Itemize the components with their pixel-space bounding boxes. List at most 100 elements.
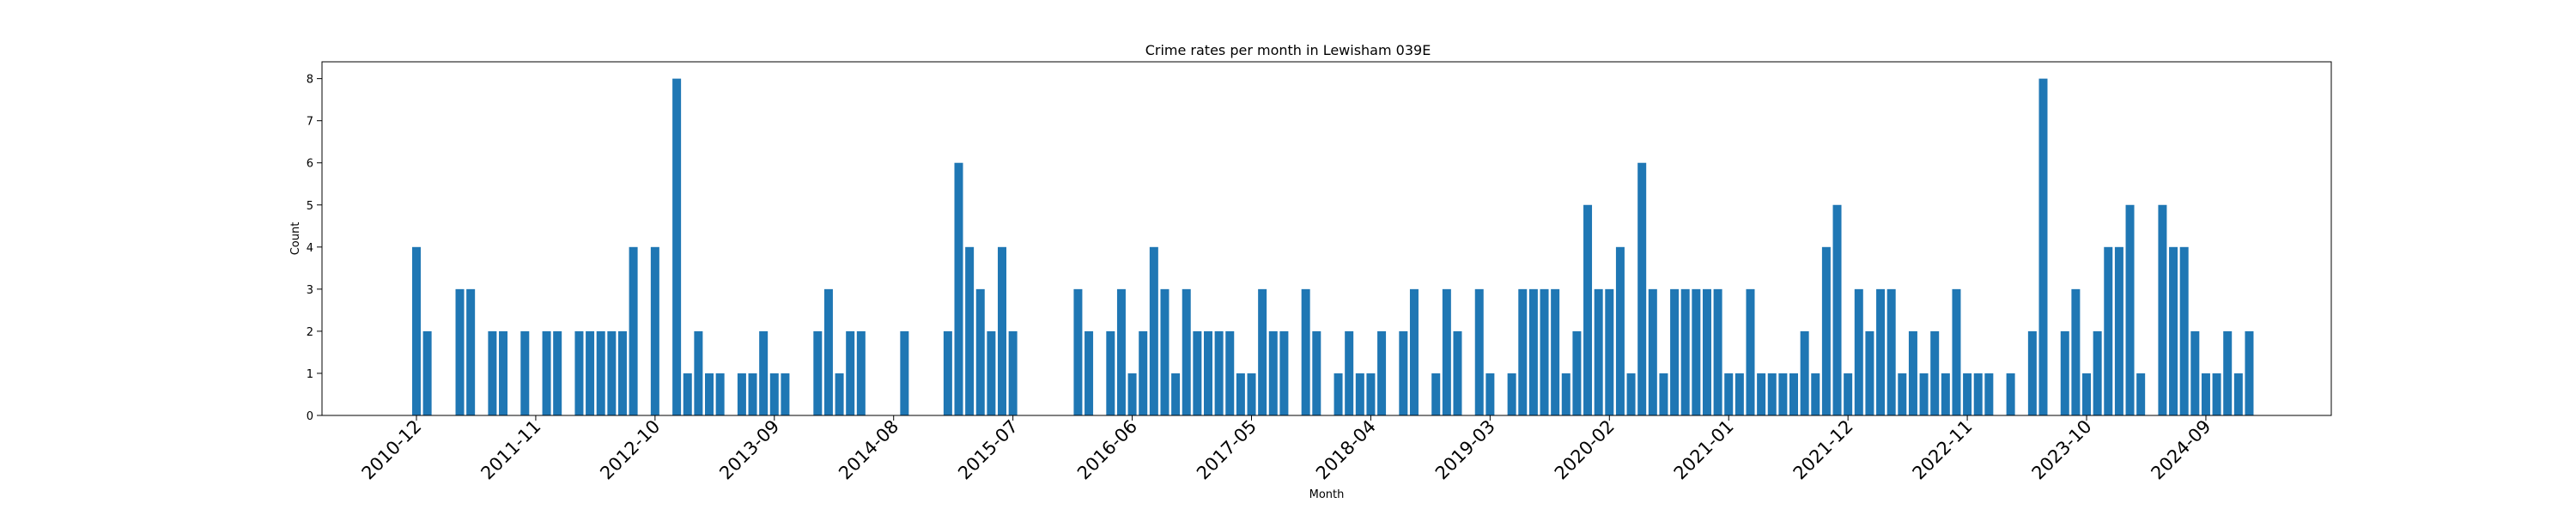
bar-2024-06	[2169, 246, 2178, 415]
bar-2015-04	[975, 288, 985, 415]
bar-2011-04	[455, 288, 465, 415]
bar-2023-06	[2038, 78, 2048, 416]
x-tick-label-2020-02: 2020-02	[1551, 416, 1619, 484]
y-tick-label-4: 4	[307, 242, 313, 255]
bar-2024-07	[2179, 246, 2189, 415]
bar-2014-04	[846, 330, 855, 415]
bar-2019-03	[1485, 373, 1495, 415]
bar-2020-07	[1659, 373, 1668, 415]
y-tick-label-0: 0	[307, 410, 313, 423]
bar-2023-03	[2006, 373, 2015, 415]
bar-2024-08	[2190, 330, 2200, 415]
bar-2014-05	[856, 330, 866, 415]
bar-2017-01	[1203, 330, 1212, 415]
bar-2019-05	[1507, 373, 1516, 415]
bar-2018-03	[1355, 373, 1364, 415]
bar-2018-07	[1399, 330, 1408, 415]
x-tick-label-2014-08: 2014-08	[835, 416, 902, 484]
bar-2019-07	[1528, 288, 1538, 415]
bar-2021-02	[1735, 373, 1744, 415]
bar-2012-03	[574, 330, 584, 415]
bar-2020-03	[1615, 246, 1625, 415]
bar-2021-01	[1724, 373, 1734, 415]
bar-2021-09	[1811, 373, 1820, 415]
bar-2017-10	[1301, 288, 1310, 415]
bar-2017-06	[1258, 288, 1267, 415]
x-tick-label-2013-09: 2013-09	[715, 416, 783, 484]
bar-2013-10	[781, 373, 790, 415]
y-tick-label-7: 7	[307, 116, 313, 129]
bar-2016-12	[1193, 330, 1202, 415]
bar-2019-11	[1572, 330, 1582, 415]
bar-2021-05	[1767, 373, 1777, 415]
x-tick-label-2010-12: 2010-12	[358, 416, 426, 484]
bar-2016-06	[1127, 373, 1137, 415]
bar-2018-12	[1453, 330, 1462, 415]
bar-2014-02	[823, 288, 833, 415]
bar-2019-02	[1474, 288, 1484, 415]
bar-2017-03	[1225, 330, 1235, 415]
bar-2016-05	[1116, 288, 1126, 415]
x-tick-label-2021-01: 2021-01	[1670, 416, 1738, 484]
bar-2023-05	[2027, 330, 2037, 415]
bar-2018-10	[1431, 373, 1441, 415]
bar-2019-12	[1583, 204, 1593, 415]
bar-2012-05	[596, 330, 605, 415]
y-tick-label-8: 8	[307, 74, 313, 87]
x-axis-label: Month	[1309, 488, 1345, 501]
bar-2020-02	[1605, 288, 1614, 415]
bar-2022-01	[1854, 288, 1863, 415]
x-tick-label-2012-10: 2012-10	[596, 416, 664, 484]
bar-2022-08	[1930, 330, 1940, 415]
bar-2019-09	[1551, 288, 1560, 415]
bar-2018-01	[1334, 373, 1343, 415]
bar-2017-07	[1268, 330, 1278, 415]
bar-2020-12	[1713, 288, 1722, 415]
y-tick-label-3: 3	[307, 284, 313, 297]
bar-2021-10	[1821, 246, 1831, 415]
bar-2024-01	[2114, 246, 2123, 415]
bar-2015-01	[943, 330, 952, 415]
bar-2022-03	[1876, 288, 1886, 415]
bar-2012-07	[617, 330, 627, 415]
bar-2022-10	[1952, 288, 1961, 415]
bar-2020-04	[1626, 373, 1636, 415]
y-tick-label-1: 1	[307, 368, 313, 381]
bar-2021-04	[1757, 373, 1766, 415]
bar-2024-02	[2125, 204, 2135, 415]
bar-2013-01	[683, 373, 692, 415]
bar-2021-07	[1789, 373, 1799, 415]
bar-2016-11	[1182, 288, 1191, 415]
bar-2020-10	[1692, 288, 1701, 415]
x-tick-label-2022-11: 2022-11	[1909, 416, 1977, 484]
bar-2012-10	[650, 246, 659, 415]
bar-2018-05	[1377, 330, 1387, 415]
bars-group	[412, 78, 2254, 416]
bar-2024-05	[2158, 204, 2167, 415]
bar-2011-05	[466, 288, 476, 415]
bar-2020-05	[1637, 162, 1647, 415]
x-tick-label-2019-03: 2019-03	[1431, 416, 1499, 484]
bar-2019-10	[1561, 373, 1571, 415]
bar-2022-04	[1886, 288, 1896, 415]
plot-frame	[321, 61, 2332, 416]
bar-2020-01	[1594, 288, 1603, 415]
bar-2023-01	[1984, 373, 1994, 415]
bar-2018-04	[1366, 373, 1376, 415]
bar-2022-12	[1973, 373, 1983, 415]
bar-2017-02	[1214, 330, 1224, 415]
bar-2022-11	[1963, 373, 1972, 415]
y-tick-label-5: 5	[307, 200, 313, 213]
x-tick-label-2016-06: 2016-06	[1073, 416, 1141, 484]
bar-2023-10	[2082, 373, 2092, 415]
bar-2020-08	[1670, 288, 1680, 415]
bar-2011-01	[422, 330, 432, 415]
bar-2024-10	[2212, 373, 2221, 415]
bar-2016-10	[1171, 373, 1181, 415]
bar-2015-06	[998, 246, 1007, 415]
x-axis: 2010-12 2011-11 2012-10 2013-09 2014-08 2015-…	[358, 415, 2215, 484]
bar-2016-02	[1084, 330, 1094, 415]
bar-2023-08	[2060, 330, 2069, 415]
bar-2013-04	[715, 373, 725, 415]
